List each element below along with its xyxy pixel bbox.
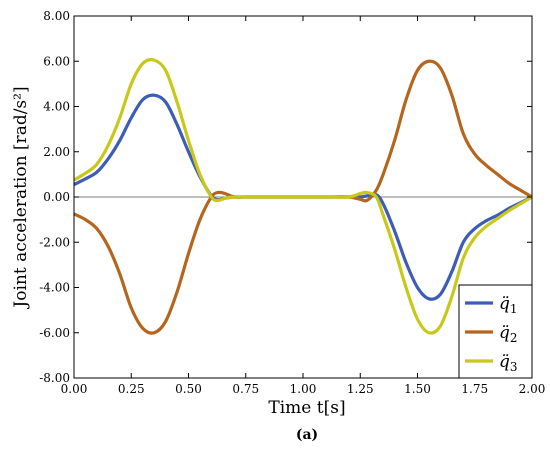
series-line-q3 bbox=[73, 58, 533, 335]
y-axis-title: Joint acceleration [rad/s²] bbox=[11, 86, 31, 309]
y-tick-label: -6.00 bbox=[39, 326, 70, 340]
axes-layer: 0.00 0.25 0.50 0.75 1.00 1.25 1.50 1.75 2.00 -8.0… bbox=[39, 9, 545, 396]
x-tick-label: 0.75 bbox=[232, 382, 259, 396]
y-tick-label: -2.00 bbox=[39, 235, 70, 249]
x-tick-label: 1.75 bbox=[461, 382, 488, 396]
y-tick-label: 0.00 bbox=[43, 190, 70, 204]
legend-label-q2: q̈2 bbox=[499, 323, 518, 345]
x-tick-label: 0.25 bbox=[118, 382, 145, 396]
x-tick-label: 0.00 bbox=[61, 382, 88, 396]
y-tick-label: -8.00 bbox=[39, 371, 70, 385]
y-tick-label: 4.00 bbox=[43, 100, 70, 114]
y-tick-label: -4.00 bbox=[39, 281, 70, 295]
y-tick-label: 6.00 bbox=[43, 54, 70, 68]
x-tick-label: 1.25 bbox=[347, 382, 374, 396]
legend-label-q1: q̈1 bbox=[499, 294, 518, 316]
x-axis-title: Time t[s] bbox=[268, 398, 345, 418]
x-tick-label: 0.50 bbox=[175, 382, 202, 396]
legend: q̈1 q̈2 q̈3 bbox=[458, 284, 533, 379]
y-tick-label: 8.00 bbox=[43, 9, 70, 23]
x-tick-label: 1.50 bbox=[404, 382, 431, 396]
x-tick-label: 1.00 bbox=[290, 382, 317, 396]
y-tick-label: 2.00 bbox=[43, 145, 70, 159]
plot-layer bbox=[73, 58, 533, 335]
legend-label-q3: q̈3 bbox=[499, 352, 518, 374]
figure-caption: (a) bbox=[296, 427, 318, 443]
x-tick-label: 2.00 bbox=[519, 382, 546, 396]
